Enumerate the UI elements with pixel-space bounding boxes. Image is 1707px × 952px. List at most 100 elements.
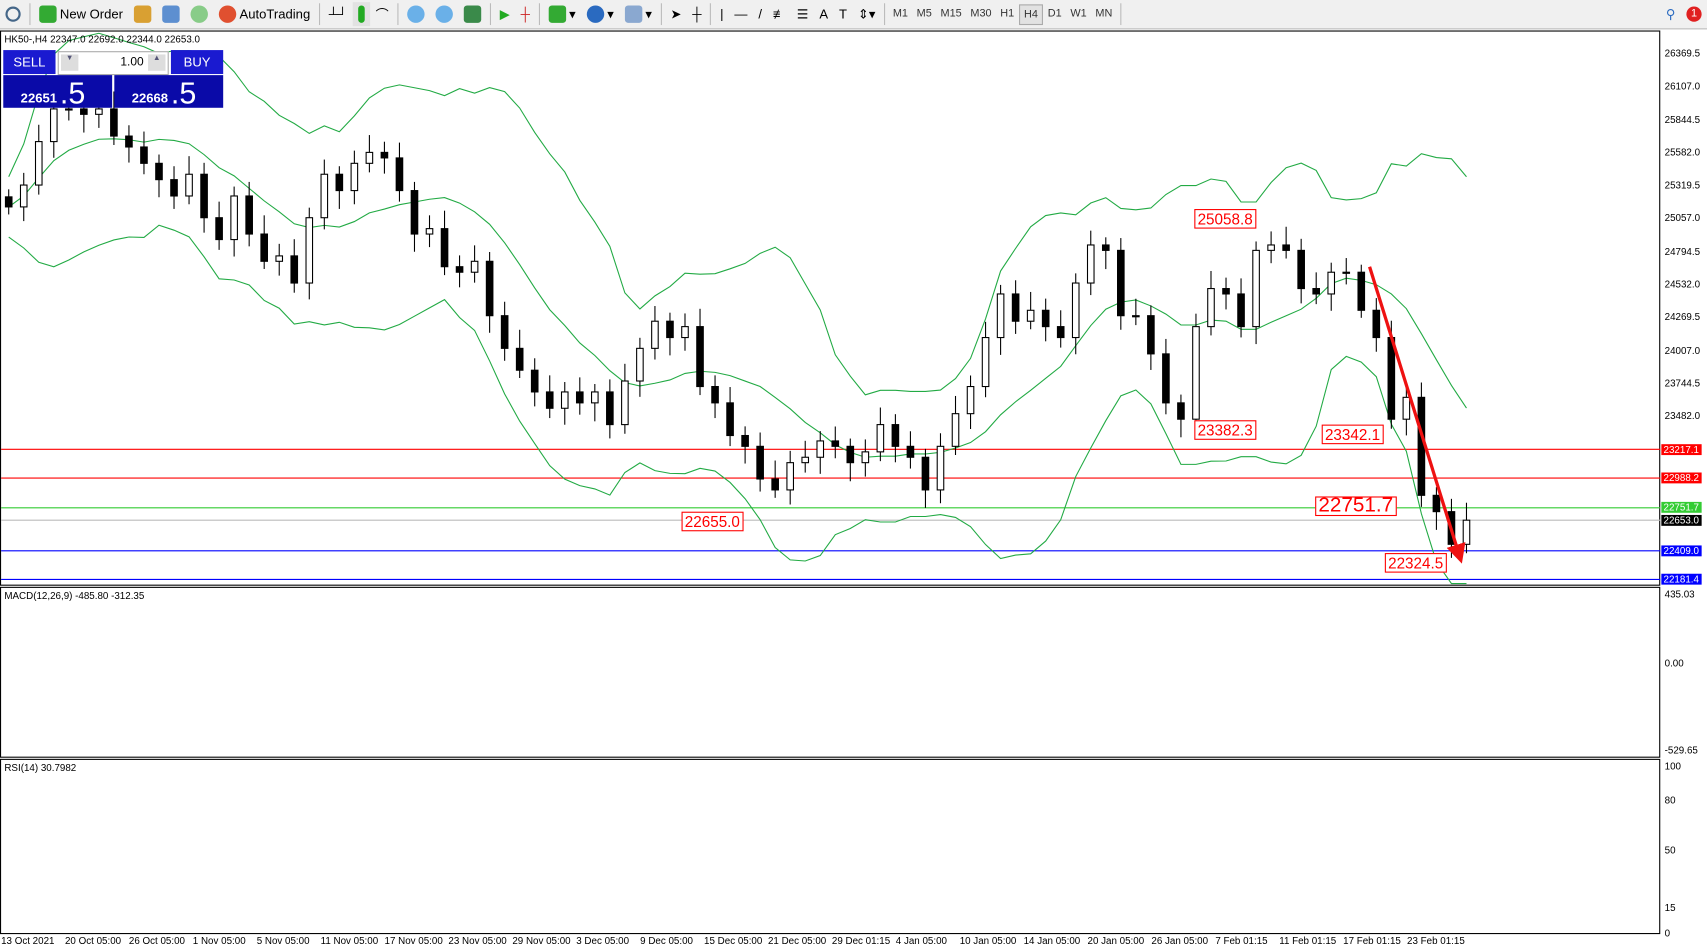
candle-body bbox=[831, 440, 840, 447]
text-label-tool[interactable]: T bbox=[834, 2, 853, 26]
signals-button[interactable] bbox=[185, 2, 213, 26]
time-tick: 4 Jan 05:00 bbox=[895, 935, 947, 947]
arrows-tool[interactable]: ⇕▾ bbox=[852, 2, 880, 26]
time-tick: 29 Dec 01:15 bbox=[831, 935, 891, 947]
chart-shift-icon: ┼ bbox=[520, 6, 530, 22]
notification-badge: 1 bbox=[1686, 6, 1702, 22]
candle-body bbox=[545, 391, 554, 409]
notifications-button[interactable]: 1 bbox=[1681, 2, 1707, 26]
candle-body bbox=[170, 179, 178, 197]
price-label: 22324.5 bbox=[1384, 553, 1447, 573]
candle-body bbox=[1432, 494, 1441, 513]
metaeditor-button[interactable] bbox=[128, 2, 156, 26]
chart-shift-button[interactable]: ┼ bbox=[515, 2, 535, 26]
candle-body bbox=[1207, 288, 1215, 328]
rsi-tick: 15 bbox=[1664, 902, 1676, 914]
bid-price[interactable]: 22651.5 bbox=[3, 75, 113, 110]
ask-price[interactable]: 22668.5 bbox=[114, 75, 224, 110]
timeframe-mn[interactable]: MN bbox=[1095, 7, 1113, 20]
level-tag: 22988.2 bbox=[1661, 472, 1702, 484]
candle-body bbox=[816, 440, 825, 458]
vertical-line-icon: | bbox=[720, 6, 724, 22]
crosshair-tool[interactable]: ┼ bbox=[687, 2, 707, 26]
candle-body bbox=[200, 173, 208, 219]
candle-body bbox=[1162, 353, 1170, 404]
candle-body bbox=[1237, 293, 1245, 328]
zoom-out-button[interactable] bbox=[430, 2, 458, 26]
text-tool[interactable]: A bbox=[814, 2, 834, 26]
tile-windows-button[interactable] bbox=[458, 2, 486, 26]
bollinger-upper bbox=[8, 32, 1467, 396]
candle-body bbox=[606, 391, 614, 426]
candle-body bbox=[1026, 309, 1035, 322]
volume-input[interactable]: ▼ 1.00 ▲ bbox=[57, 51, 169, 76]
candle-body bbox=[410, 190, 419, 235]
candle-body bbox=[260, 233, 269, 262]
candlestick-button[interactable] bbox=[352, 2, 371, 27]
periods-button[interactable]: ▾ bbox=[581, 2, 619, 26]
autoscroll-button[interactable]: ▶ bbox=[494, 2, 515, 26]
candle-body bbox=[515, 347, 524, 371]
terminal-icon bbox=[162, 5, 180, 23]
candle-body bbox=[996, 293, 1005, 339]
price-tick: 25582.0 bbox=[1664, 146, 1701, 158]
buy-button[interactable]: BUY bbox=[170, 50, 224, 75]
price-tick: 23744.5 bbox=[1664, 377, 1701, 389]
cursor-tool[interactable]: ➤ bbox=[665, 2, 687, 26]
candle-body bbox=[921, 456, 930, 491]
price-tick: 24269.5 bbox=[1664, 311, 1701, 323]
candle-body bbox=[155, 162, 163, 181]
time-tick: 17 Nov 05:00 bbox=[384, 935, 443, 947]
bar-chart-button[interactable]: ┴┘ bbox=[323, 2, 352, 26]
rsi-panel[interactable] bbox=[0, 758, 1661, 935]
candle-body bbox=[455, 266, 464, 273]
candle-body bbox=[530, 369, 539, 393]
timeframe-m30[interactable]: M30 bbox=[970, 7, 992, 20]
sell-label: SELL bbox=[13, 54, 46, 70]
level-tag: 22181.4 bbox=[1661, 573, 1702, 585]
timeframe-h1[interactable]: H1 bbox=[1000, 7, 1015, 20]
channel-tool[interactable]: ≢ bbox=[767, 2, 791, 26]
timeframe-w1[interactable]: W1 bbox=[1070, 7, 1087, 20]
timeframe-m1[interactable]: M1 bbox=[892, 7, 908, 20]
candle-body bbox=[19, 184, 28, 208]
volume-down-icon[interactable]: ▼ bbox=[60, 54, 79, 71]
time-tick: 29 Nov 05:00 bbox=[512, 935, 571, 947]
book-icon bbox=[133, 5, 152, 23]
time-tick: 14 Jan 05:00 bbox=[1023, 935, 1081, 947]
templates-button[interactable]: ▾ bbox=[619, 2, 657, 26]
candle-body bbox=[1417, 396, 1426, 496]
new-order-button[interactable]: New Order bbox=[34, 2, 129, 26]
autotrading-label: AutoTrading bbox=[239, 6, 311, 22]
candle-body bbox=[1387, 337, 1396, 420]
volume-up-icon[interactable]: ▲ bbox=[148, 54, 166, 71]
divider bbox=[660, 3, 662, 26]
trendline-tool[interactable]: / bbox=[753, 2, 768, 26]
timeframe-m15[interactable]: M15 bbox=[940, 7, 962, 20]
price-axis[interactable]: 26369.5 26107.0 25844.5 25582.0 25319.5 25057… bbox=[1660, 30, 1707, 585]
zoom-in-button[interactable] bbox=[402, 2, 430, 26]
indicators-button[interactable]: ▾ bbox=[543, 2, 581, 26]
line-chart-button[interactable]: ⌒ bbox=[370, 2, 394, 26]
zoom-tool-button[interactable] bbox=[0, 2, 26, 26]
autotrading-button[interactable]: AutoTrading bbox=[213, 2, 315, 26]
candle-body bbox=[1327, 271, 1336, 295]
candle-body bbox=[49, 108, 58, 143]
fibonacci-tool[interactable]: ☰ bbox=[791, 2, 814, 26]
search-button[interactable]: ⚲ bbox=[1660, 2, 1680, 26]
macd-panel[interactable] bbox=[0, 586, 1661, 758]
timeframe-m5[interactable]: M5 bbox=[916, 7, 932, 20]
time-tick: 20 Oct 05:00 bbox=[64, 935, 122, 947]
candle-body bbox=[771, 478, 779, 491]
template-icon bbox=[624, 5, 643, 23]
ask-pips: .5 bbox=[170, 76, 197, 110]
timeframe-d1[interactable]: D1 bbox=[1047, 7, 1062, 20]
candle-body bbox=[140, 146, 148, 164]
candle-body bbox=[726, 402, 734, 437]
horizontal-line-tool[interactable]: — bbox=[729, 2, 753, 26]
candle-body bbox=[1372, 309, 1381, 339]
timeframe-h4[interactable]: H4 bbox=[1018, 3, 1044, 25]
sell-button[interactable]: SELL bbox=[3, 50, 56, 75]
vertical-line-tool[interactable]: | bbox=[715, 2, 729, 26]
terminal-button[interactable] bbox=[157, 2, 185, 26]
